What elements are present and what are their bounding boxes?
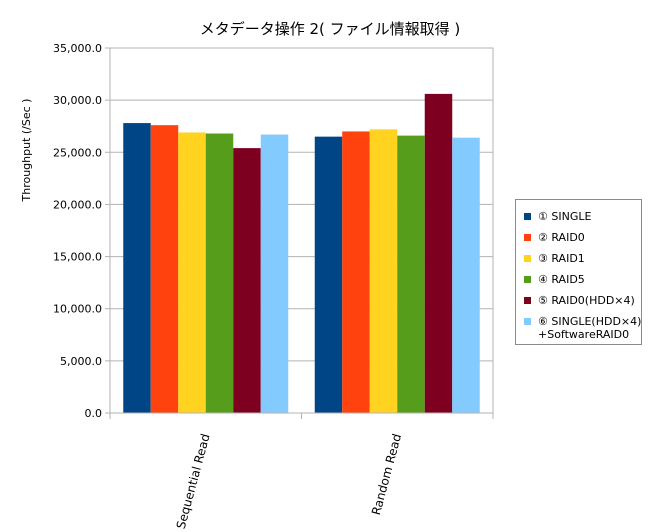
bar [397,135,425,413]
legend-swatch [524,276,531,283]
legend: ① SINGLE ② RAID0 ③ RAID1 ④ RAID5 ⑤ RAID0(HDD… [515,199,642,345]
y-tick-label: 0.0 [85,407,103,420]
y-tick-label: 5,000.0 [60,355,102,368]
y-tick-label: 10,000.0 [53,303,102,316]
legend-swatch [524,318,531,325]
legend-label: ② RAID0 [538,231,585,244]
legend-label: ④ RAID5 [538,273,585,286]
legend-label: ③ RAID1 [538,252,585,265]
y-tick-label: 35,000.0 [53,42,102,55]
bar [178,132,206,413]
bar [342,131,370,413]
legend-swatch [524,255,531,262]
bar [205,133,234,413]
legend-label: ⑤ RAID0(HDD×4) [538,294,635,307]
legend-swatch [524,297,531,304]
bar [369,129,398,414]
y-tick-label: 15,000.0 [53,251,102,264]
chart-title: メタデータ操作 2( ファイル情報取得 ) [199,20,461,38]
bar [150,125,179,414]
bar [260,134,289,414]
x-tick-label: Random Read [369,432,404,516]
y-tick-label: 30,000.0 [53,94,102,107]
bar [314,136,343,413]
legend-label: ⑥ SINGLE(HDD×4) +SoftwareRAID0 [538,315,642,341]
y-tick-label: 20,000.0 [53,198,102,211]
bar [123,123,151,413]
bar [424,93,453,413]
legend-swatch [524,213,531,220]
bar [233,148,261,413]
y-tick-label: 25,000.0 [53,146,102,159]
bar [452,137,480,413]
legend-swatch [524,234,531,241]
x-tick-label: Sequential Read [174,432,213,530]
legend-label: ① SINGLE [538,210,592,223]
